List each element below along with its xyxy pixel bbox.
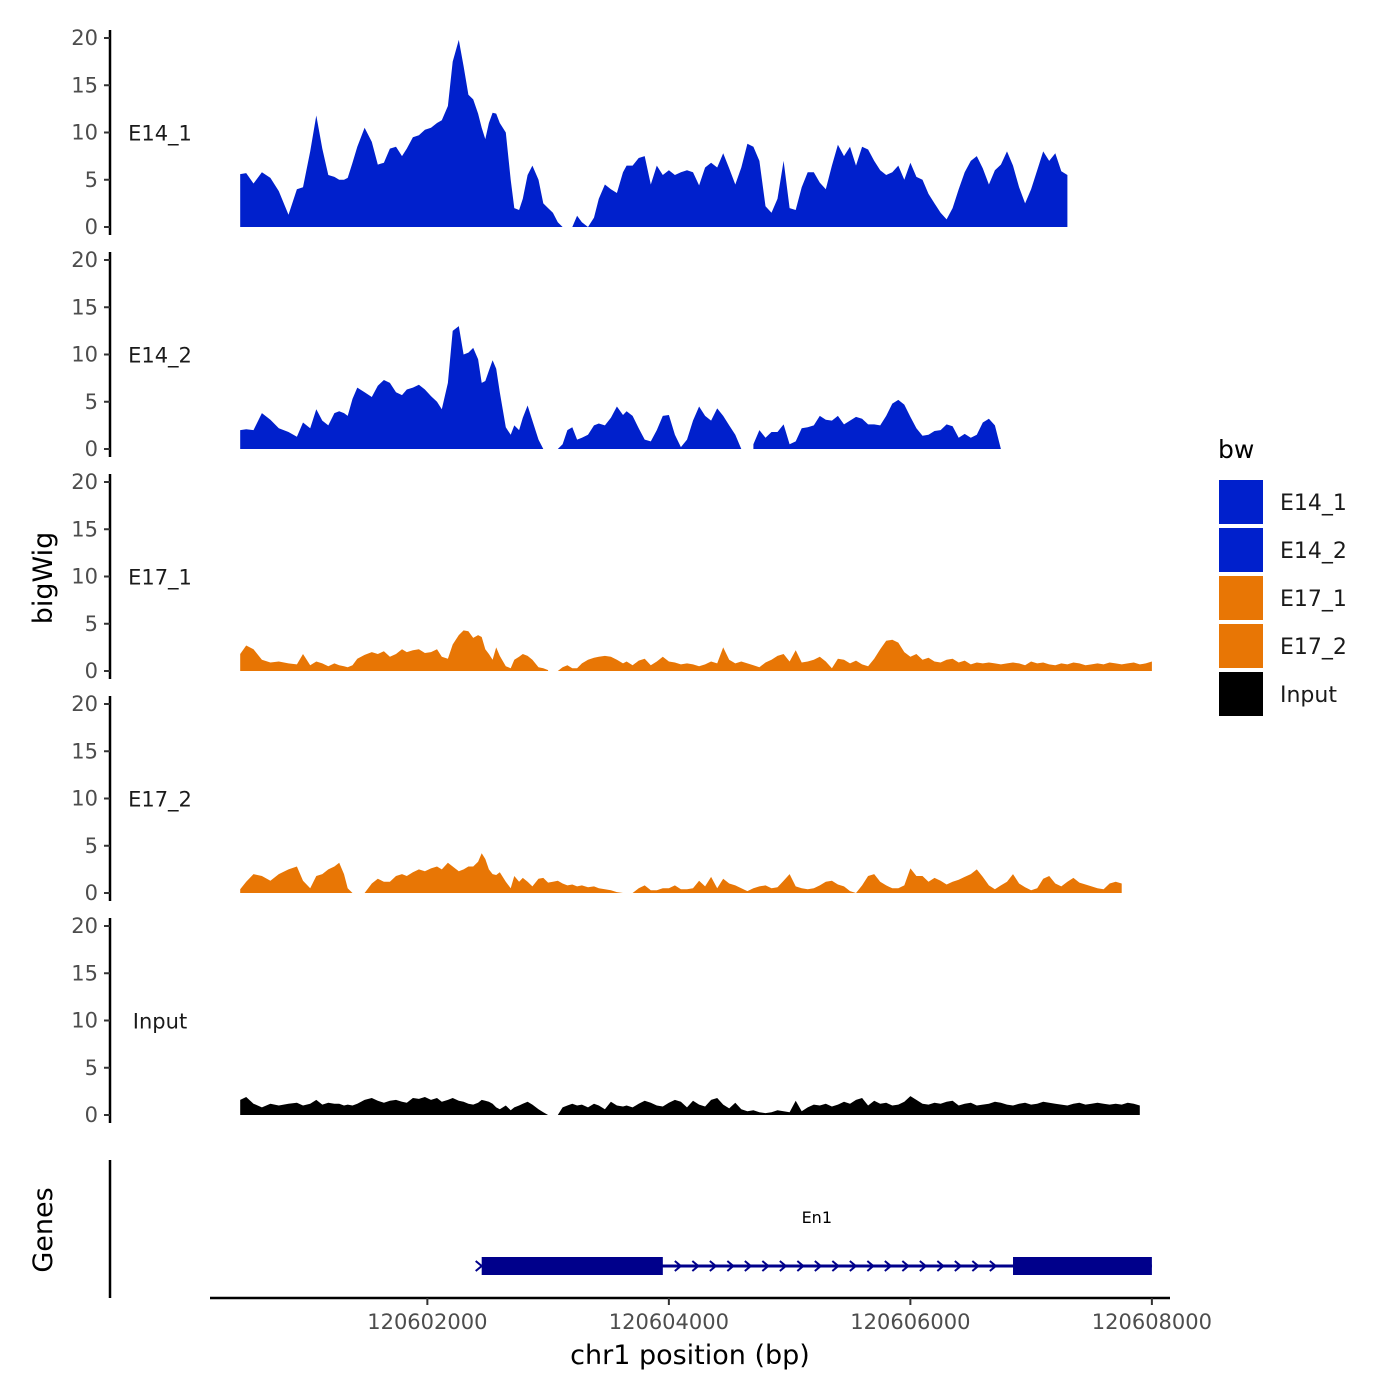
legend-key: [1219, 576, 1263, 620]
strand-arrow: [936, 1260, 945, 1272]
genes-axis-title: Genes: [28, 1187, 59, 1272]
y-tick-label: 10: [71, 1009, 98, 1033]
legend-key: [1219, 480, 1263, 524]
x-axis: 120602000 120604000 120606000 120608000: [210, 1296, 1212, 1334]
y-tick-label: 20: [71, 914, 98, 938]
strand-arrow: [971, 1260, 980, 1272]
track-label: E17_1: [128, 566, 192, 591]
track-E17_1: 0 5 10 15 20 E17_1: [71, 470, 1152, 683]
y-tick-label: 15: [71, 73, 98, 97]
y-tick-label: 15: [71, 295, 98, 319]
y-tick-label: 5: [85, 612, 98, 636]
y-tick-label: 10: [71, 121, 98, 145]
legend-label: E14_1: [1280, 491, 1347, 516]
legend-title: bw: [1218, 435, 1254, 464]
legend-label: E17_1: [1280, 587, 1347, 612]
coverage-area: [632, 868, 1122, 893]
y-tick-label: 20: [71, 248, 98, 272]
x-axis-title: chr1 position (bp): [570, 1340, 810, 1371]
strand-arrow: [674, 1260, 683, 1272]
x-tick-label: 120602000: [367, 1310, 487, 1334]
gene-panel: En1: [108, 1160, 1152, 1298]
strand-arrow: [761, 1260, 770, 1272]
y-tick-label: 20: [71, 26, 98, 50]
y-tick-label: 5: [85, 834, 98, 858]
strand-arrow: [954, 1260, 963, 1272]
y-tick-label: 5: [85, 390, 98, 414]
coverage-area: [240, 630, 549, 671]
coverage-area: [557, 639, 1152, 671]
strand-arrow: [989, 1260, 998, 1272]
coverage-area: [557, 1096, 1140, 1115]
coverage-area: [240, 39, 563, 228]
legend-key: [1219, 624, 1263, 668]
gene-exon: [481, 1257, 663, 1275]
y-tick-label: 10: [71, 565, 98, 589]
y-tick-label: 15: [71, 517, 98, 541]
y-tick-label: 0: [85, 881, 98, 905]
strand-arrow: [744, 1260, 753, 1272]
coverage-area: [753, 399, 1001, 449]
y-tick-label: 0: [85, 437, 98, 461]
y-tick-label: 5: [85, 1056, 98, 1080]
x-tick-label: 120606000: [850, 1310, 970, 1334]
x-tick-label: 120604000: [609, 1310, 729, 1334]
y-tick-label: 0: [85, 215, 98, 239]
track-label: Input: [133, 1010, 187, 1034]
track-label: E14_1: [128, 122, 192, 147]
coverage-area: [557, 406, 742, 449]
y-tick-label: 10: [71, 787, 98, 811]
coverage-area: [572, 143, 1068, 227]
y-tick-label: 15: [71, 739, 98, 763]
gene-name-label: En1: [802, 1208, 832, 1227]
strand-arrow: [814, 1260, 823, 1272]
strand-arrow: [849, 1260, 858, 1272]
strand-arrow: [691, 1260, 700, 1272]
strand-arrow: [919, 1260, 928, 1272]
y-axis-title: bigWig: [28, 532, 59, 625]
y-tick-label: 0: [85, 1103, 98, 1127]
track-E14_2: 0 5 10 15 20 E14_2: [71, 248, 1001, 461]
y-tick-label: 20: [71, 692, 98, 716]
strand-arrow: [726, 1260, 735, 1272]
legend-key: [1219, 672, 1263, 716]
legend-label: E17_2: [1280, 635, 1347, 660]
gene-exon: [1013, 1257, 1152, 1275]
coverage-area: [364, 853, 623, 893]
coverage-area: [240, 326, 549, 449]
y-tick-label: 10: [71, 343, 98, 367]
strand-arrow: [709, 1260, 718, 1272]
strand-arrow: [866, 1260, 875, 1272]
track-E14_1: 0 5 10 15 20 E14_1: [71, 26, 1068, 239]
legend-key: [1219, 528, 1263, 572]
coverage-area: [240, 1097, 549, 1115]
track-label: E14_2: [128, 344, 192, 369]
track-Input: 0 5 10 15 20 Input: [71, 914, 1140, 1127]
legend-label: Input: [1280, 683, 1337, 708]
y-tick-label: 5: [85, 168, 98, 192]
y-tick-label: 0: [85, 659, 98, 683]
x-tick-label: 120608000: [1092, 1310, 1212, 1334]
y-tick-label: 20: [71, 470, 98, 494]
coverage-tracks: 05101520E14_105101520E14_205101520E17_10…: [71, 26, 1152, 1127]
track-label: E17_2: [128, 788, 192, 813]
strand-arrow: [901, 1260, 910, 1272]
y-tick-label: 15: [71, 961, 98, 985]
coverage-area: [240, 862, 353, 893]
strand-arrow: [779, 1260, 788, 1272]
strand-arrow: [884, 1260, 893, 1272]
legend-label: E14_2: [1280, 539, 1347, 564]
track-E17_2: 0 5 10 15 20 E17_2: [71, 692, 1122, 905]
strand-arrow: [796, 1260, 805, 1272]
legend: bw E14_1 E14_2 E17_1 E17_2 Input: [1218, 435, 1347, 716]
strand-arrow: [831, 1260, 840, 1272]
strand-arrow: [475, 1260, 484, 1272]
